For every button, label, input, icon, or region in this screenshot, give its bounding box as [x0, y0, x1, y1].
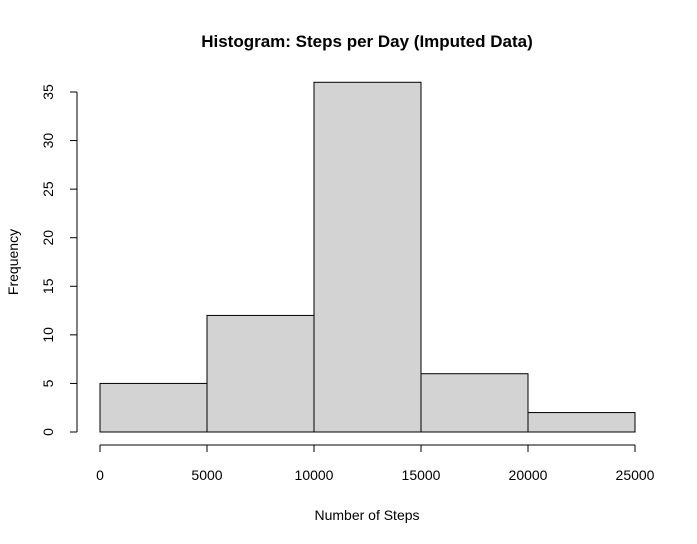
x-axis-label: Number of Steps — [314, 507, 419, 523]
histogram-bar-1 — [206, 314, 315, 433]
bars-group — [99, 81, 636, 433]
y-axis-label: Frequency — [5, 229, 21, 295]
y-tick-label-6: 30 — [40, 133, 56, 149]
y-tick-label-5: 25 — [40, 181, 56, 197]
y-tick-label-2: 10 — [40, 327, 56, 343]
x-tick-label-2: 10000 — [295, 467, 334, 483]
x-tick-label-4: 20000 — [509, 467, 548, 483]
y-axis: 0 5 10 15 20 25 30 35 — [40, 84, 78, 436]
x-tick-label-3: 15000 — [402, 467, 441, 483]
histogram-bar-3 — [420, 373, 529, 433]
y-tick-label-7: 35 — [40, 84, 56, 100]
y-tick-label-4: 20 — [40, 230, 56, 246]
y-tick-label-3: 15 — [40, 278, 56, 294]
x-axis: 0 5000 10000 15000 20000 25000 — [96, 444, 655, 483]
y-tick-label-1: 5 — [40, 379, 56, 387]
x-tick-label-0: 0 — [96, 467, 104, 483]
y-tick-label-0: 0 — [40, 428, 56, 436]
x-tick-label-5: 25000 — [616, 467, 655, 483]
histogram-bar-2 — [313, 81, 422, 433]
histogram-bar-0 — [99, 382, 208, 433]
histogram-bar-4 — [527, 412, 636, 433]
chart-title: Histogram: Steps per Day (Imputed Data) — [201, 32, 533, 51]
x-tick-label-1: 5000 — [191, 467, 222, 483]
